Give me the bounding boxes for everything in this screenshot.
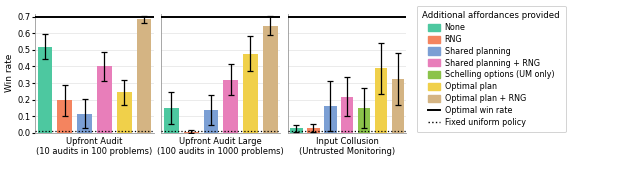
Bar xyxy=(263,26,278,133)
Bar xyxy=(223,80,238,133)
X-axis label: Upfront Audit
(10 audits in 100 problems): Upfront Audit (10 audits in 100 problems… xyxy=(36,137,152,156)
Bar xyxy=(116,92,132,133)
Legend: None, RNG, Shared planning, Shared planning + RNG, Schelling options (UM only), : None, RNG, Shared planning, Shared plann… xyxy=(417,6,566,132)
Bar xyxy=(290,129,303,133)
Bar xyxy=(58,100,72,133)
X-axis label: Input Collusion
(Untrusted Monitoring): Input Collusion (Untrusted Monitoring) xyxy=(299,137,395,156)
Bar xyxy=(97,66,112,133)
Y-axis label: Win rate: Win rate xyxy=(4,54,13,92)
Bar xyxy=(243,54,258,133)
Bar xyxy=(374,69,387,133)
Bar xyxy=(136,19,151,133)
X-axis label: Upfront Audit Large
(100 audits in 1000 problems): Upfront Audit Large (100 audits in 1000 … xyxy=(157,137,284,156)
Bar xyxy=(358,108,371,133)
Bar xyxy=(307,128,319,133)
Bar xyxy=(340,97,353,133)
Bar xyxy=(204,110,218,133)
Bar xyxy=(324,106,337,133)
Bar xyxy=(184,132,198,133)
Bar xyxy=(164,108,179,133)
Bar xyxy=(392,79,404,133)
Bar xyxy=(38,47,52,133)
Bar xyxy=(77,114,92,133)
